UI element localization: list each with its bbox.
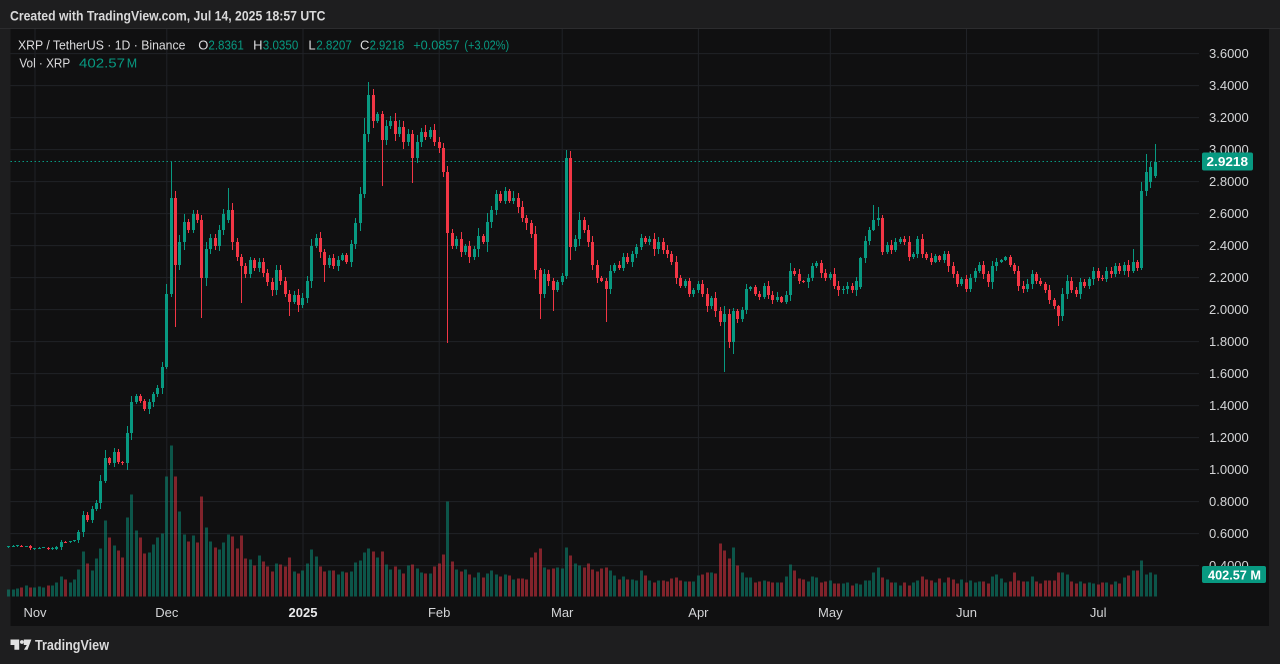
svg-text:Mar: Mar (551, 605, 574, 620)
svg-text:H: H (253, 37, 262, 52)
svg-text:0.6000: 0.6000 (1209, 526, 1249, 541)
svg-text:May: May (818, 605, 843, 620)
svg-text:+0.0857: +0.0857 (413, 37, 459, 52)
svg-text:1.4000: 1.4000 (1209, 398, 1249, 413)
svg-text:2.9218: 2.9218 (1207, 154, 1249, 169)
svg-text:2025: 2025 (289, 605, 318, 620)
svg-text:M: M (127, 55, 137, 70)
svg-text:2.8361: 2.8361 (208, 37, 243, 52)
svg-text:Feb: Feb (428, 605, 450, 620)
svg-text:L: L (308, 37, 315, 52)
svg-text:2.2000: 2.2000 (1209, 270, 1249, 285)
svg-text:3.6000: 3.6000 (1209, 46, 1249, 61)
svg-text:2.6000: 2.6000 (1209, 206, 1249, 221)
svg-text:O: O (198, 37, 208, 52)
svg-text:2.9218: 2.9218 (370, 37, 405, 52)
svg-text:XRP / TetherUS · 1D · Binance: XRP / TetherUS · 1D · Binance (18, 37, 185, 52)
svg-text:TradingView: TradingView (35, 637, 109, 654)
svg-text:402.57 M: 402.57 M (1208, 568, 1261, 582)
svg-text:Apr: Apr (688, 605, 709, 620)
svg-text:Jun: Jun (956, 605, 977, 620)
svg-text:Jul: Jul (1090, 605, 1107, 620)
svg-text:2.8000: 2.8000 (1209, 174, 1249, 189)
svg-text:Vol · XRP: Vol · XRP (19, 55, 70, 70)
svg-text:1.0000: 1.0000 (1209, 462, 1249, 477)
svg-text:Created with TradingView.com,: Created with TradingView.com, Jul 14, 20… (10, 8, 326, 24)
svg-text:Dec: Dec (155, 605, 179, 620)
svg-text:1.2000: 1.2000 (1209, 430, 1249, 445)
svg-text:1.6000: 1.6000 (1209, 366, 1249, 381)
svg-text:Nov: Nov (23, 605, 47, 620)
svg-text:2.4000: 2.4000 (1209, 238, 1249, 253)
svg-text:402.57: 402.57 (79, 55, 125, 70)
svg-text:0.8000: 0.8000 (1209, 494, 1249, 509)
svg-text:3.0350: 3.0350 (263, 37, 299, 52)
svg-text:2.0000: 2.0000 (1209, 302, 1249, 317)
svg-text:3.4000: 3.4000 (1209, 78, 1249, 93)
svg-text:2.8207: 2.8207 (316, 37, 352, 52)
svg-text:(+3.02%): (+3.02%) (464, 37, 509, 52)
svg-text:C: C (360, 37, 369, 52)
svg-text:1.8000: 1.8000 (1209, 334, 1249, 349)
svg-text:3.2000: 3.2000 (1209, 110, 1249, 125)
